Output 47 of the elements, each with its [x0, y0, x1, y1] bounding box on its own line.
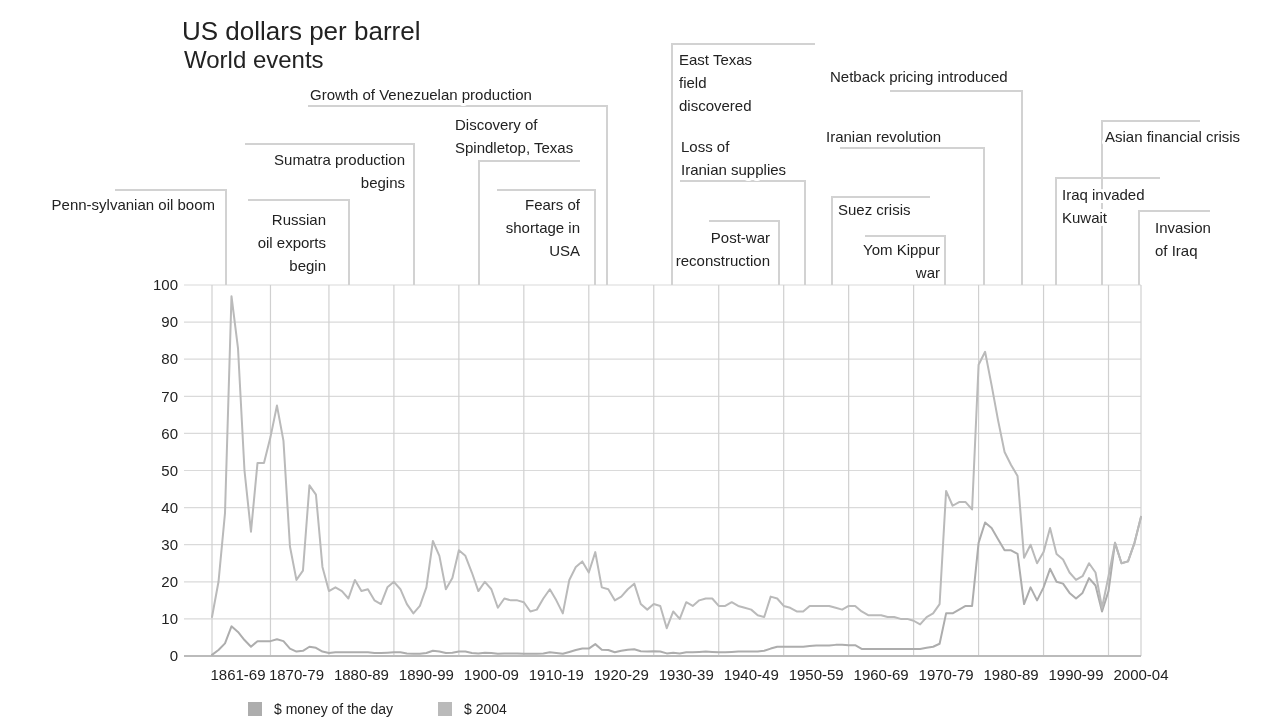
y-tick-label: 80: [161, 350, 178, 368]
y-tick-label: 50: [161, 461, 178, 479]
text: Asian financial crisis: [1105, 128, 1241, 145]
y-tick-label: 40: [161, 498, 178, 516]
chart-subtitle: World events: [184, 46, 324, 73]
text: Sumatra production begins: [274, 151, 405, 191]
y-tick-label: 70: [161, 387, 178, 405]
x-tick-label: 1910-19: [528, 666, 584, 683]
text: Penn-sylvanian oil boom: [51, 196, 215, 213]
x-tick-label: 1970-79: [918, 666, 974, 683]
line-series: [211, 295, 1142, 630]
legend-label: $ 2004: [464, 701, 508, 717]
text: Suez crisis: [838, 201, 911, 218]
y-tick-label: 0: [169, 647, 178, 665]
y-tick-label: 30: [161, 535, 178, 553]
y-tick-label: 10: [161, 610, 178, 628]
legend-label: $ money of the day: [274, 701, 394, 717]
y-tick-label: 100: [152, 276, 178, 294]
text: Growth of Venezuelan production: [310, 86, 532, 103]
text: Fears of shortage in USA: [505, 196, 581, 259]
x-tick-label: 1980-89: [983, 666, 1039, 683]
text: Loss of Iranian supplies: [681, 138, 787, 178]
text: Yom Kippur war: [863, 241, 940, 281]
x-tick-label: 1950-59: [788, 666, 844, 683]
chart-title: US dollars per barrel: [182, 16, 421, 46]
text: Post-war reconstruction: [675, 229, 770, 269]
x-tick-label: 1861-69: [210, 666, 266, 683]
text: Russian oil exports begin: [257, 211, 326, 274]
x-tick-label: 2000-04: [1113, 666, 1169, 683]
text: Netback pricing introduced: [830, 68, 1008, 85]
x-tick-label: 1920-29: [593, 666, 649, 683]
y-tick-label: 20: [161, 573, 178, 591]
text: East Texas field discovered: [679, 51, 753, 114]
x-tick-label: 1960-69: [853, 666, 909, 683]
x-tick-label: 1870-79: [268, 666, 324, 683]
text: Invasion of Iraq: [1155, 219, 1211, 259]
x-tick-label: 1890-99: [398, 666, 454, 683]
y-tick-label: 90: [161, 313, 178, 331]
x-tick-label: 1930-39: [658, 666, 714, 683]
text: Discovery of Spindletop, Texas: [455, 116, 574, 156]
text: Iraq invaded Kuwait: [1062, 186, 1145, 226]
x-tick-label: 1940-49: [723, 666, 779, 683]
x-tick-label: 1880-89: [333, 666, 389, 683]
x-tick-label: 1900-09: [463, 666, 519, 683]
text: Iranian revolution: [826, 128, 942, 145]
x-tick-label: 1990-99: [1048, 666, 1104, 683]
y-tick-label: 60: [161, 424, 178, 442]
